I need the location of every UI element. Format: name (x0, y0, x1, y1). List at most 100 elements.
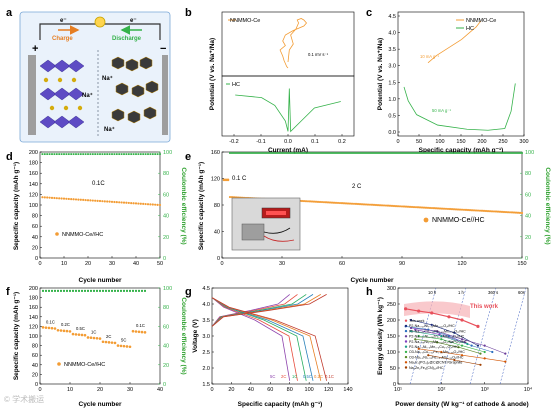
schematic-background (19, 11, 171, 143)
legend-h-marker-7 (404, 355, 408, 359)
series-group-b (226, 18, 341, 133)
legend-b-anode: HC (232, 82, 240, 88)
capacity-point (328, 201, 332, 204)
capacity-point (460, 208, 464, 211)
capacity-point (154, 203, 157, 206)
ragone-line-6 (418, 335, 485, 353)
ce-point (127, 153, 130, 156)
ce-point (443, 152, 445, 154)
charge-curve-1C (211, 294, 307, 327)
ce-point (101, 153, 104, 156)
ce-point (511, 152, 513, 154)
d-y-tick-label-4: 80 (32, 214, 38, 220)
capacity-point (514, 211, 518, 214)
ce-point (317, 152, 319, 154)
ce-point (108, 153, 111, 156)
rate-capacity-point (122, 344, 126, 348)
ce-point (365, 152, 367, 154)
panel-label-h: h (366, 286, 373, 298)
capacity-point (60, 197, 63, 200)
capacity-point (89, 199, 92, 202)
ce-point (479, 152, 481, 154)
ce-point (425, 152, 427, 154)
rate-capacity-point (59, 329, 63, 332)
ce-point (70, 153, 73, 156)
capacity-point (101, 200, 104, 203)
ragone-point-9 (427, 354, 430, 357)
ce-point (251, 152, 253, 154)
capacity-point (308, 200, 312, 203)
capacity-point (492, 210, 496, 213)
ce-point (57, 289, 59, 292)
capacity-point (300, 199, 304, 203)
ce-point (84, 153, 87, 156)
ce-point (279, 152, 281, 154)
ragone-point-5 (409, 330, 413, 333)
capacity-point (454, 208, 458, 211)
ragone-point-5 (466, 342, 469, 346)
g-x-tick-label-2: 40 (248, 387, 254, 393)
ce-point (231, 152, 233, 154)
capacity-point (43, 196, 46, 199)
y2-axis-label-d: Coulombic efficiency (%) (180, 167, 187, 244)
legend-h-marker-9 (404, 366, 408, 369)
capacity-point (380, 204, 384, 207)
ce-point (497, 152, 499, 154)
capacity-point (310, 200, 314, 203)
rate-capacity-point (125, 345, 129, 348)
ragone-point-0 (430, 311, 434, 315)
ce-point (93, 289, 95, 292)
capacity-point (324, 201, 328, 204)
anode-collector (162, 55, 168, 135)
ce-point (343, 152, 345, 154)
ce-point (439, 152, 441, 154)
x-axis-label-e: Cycle number (351, 277, 394, 284)
f-y2-tick-label-0: 0 (163, 382, 166, 388)
ce-point (359, 152, 361, 154)
y-axis-label-c: Potential (V vs. Na⁺/Na) (377, 38, 384, 110)
rate-capacity-point (110, 341, 114, 344)
legend-h-marker-0 (404, 319, 408, 322)
this-work-band (404, 301, 470, 318)
discharge-label: Discharge (112, 36, 142, 42)
g-y-tick-label-6: 4.5 (202, 286, 210, 292)
h-y-tick-label-5: 250 (387, 302, 396, 308)
ce-point (445, 152, 447, 154)
capacity-point (130, 201, 133, 205)
ragone-point-6 (460, 344, 464, 347)
rate-labels-g: 5C 2C 1C 0.5C 0.2C 0.1C (270, 374, 334, 379)
time-guide-label-2: 360 s (488, 290, 498, 295)
time-guide-label-3: 60s (518, 290, 525, 295)
d-y2-tick-label-5: 100 (163, 150, 172, 156)
g-y-tick-label-4: 3.5 (202, 318, 210, 324)
rate-capacity-point (83, 333, 87, 337)
legend-c-anode: HC (466, 26, 474, 32)
ragone-point-7 (436, 341, 439, 344)
h-x-tick-label-3: 10⁴ (524, 386, 533, 393)
rate-capacity-point (119, 344, 123, 348)
rate-capacity-point (137, 330, 141, 334)
capacity-point (420, 206, 424, 209)
ce-point (55, 153, 58, 156)
rate-capacity-point (62, 329, 66, 333)
capacity-point (430, 206, 434, 210)
capacity-point (106, 200, 109, 203)
ce-point (515, 152, 517, 154)
c-x-tick-label-6: 300 (519, 139, 528, 145)
ce-point (325, 152, 327, 154)
ce-point (149, 153, 152, 156)
ce-point (72, 153, 75, 156)
capacity-point (122, 201, 126, 204)
ce-point (89, 153, 92, 156)
capacity-point (508, 211, 512, 214)
ce-point (129, 289, 131, 292)
ce-point (99, 289, 101, 292)
capacity-point (354, 202, 358, 206)
f-y2-tick-label-2: 40 (163, 344, 169, 350)
na-ion-label-2: Na⁺ (82, 92, 93, 99)
capacity-point (125, 201, 128, 204)
ce-point (259, 152, 261, 154)
ce-point (291, 152, 293, 154)
ragone-point-6 (483, 350, 486, 354)
